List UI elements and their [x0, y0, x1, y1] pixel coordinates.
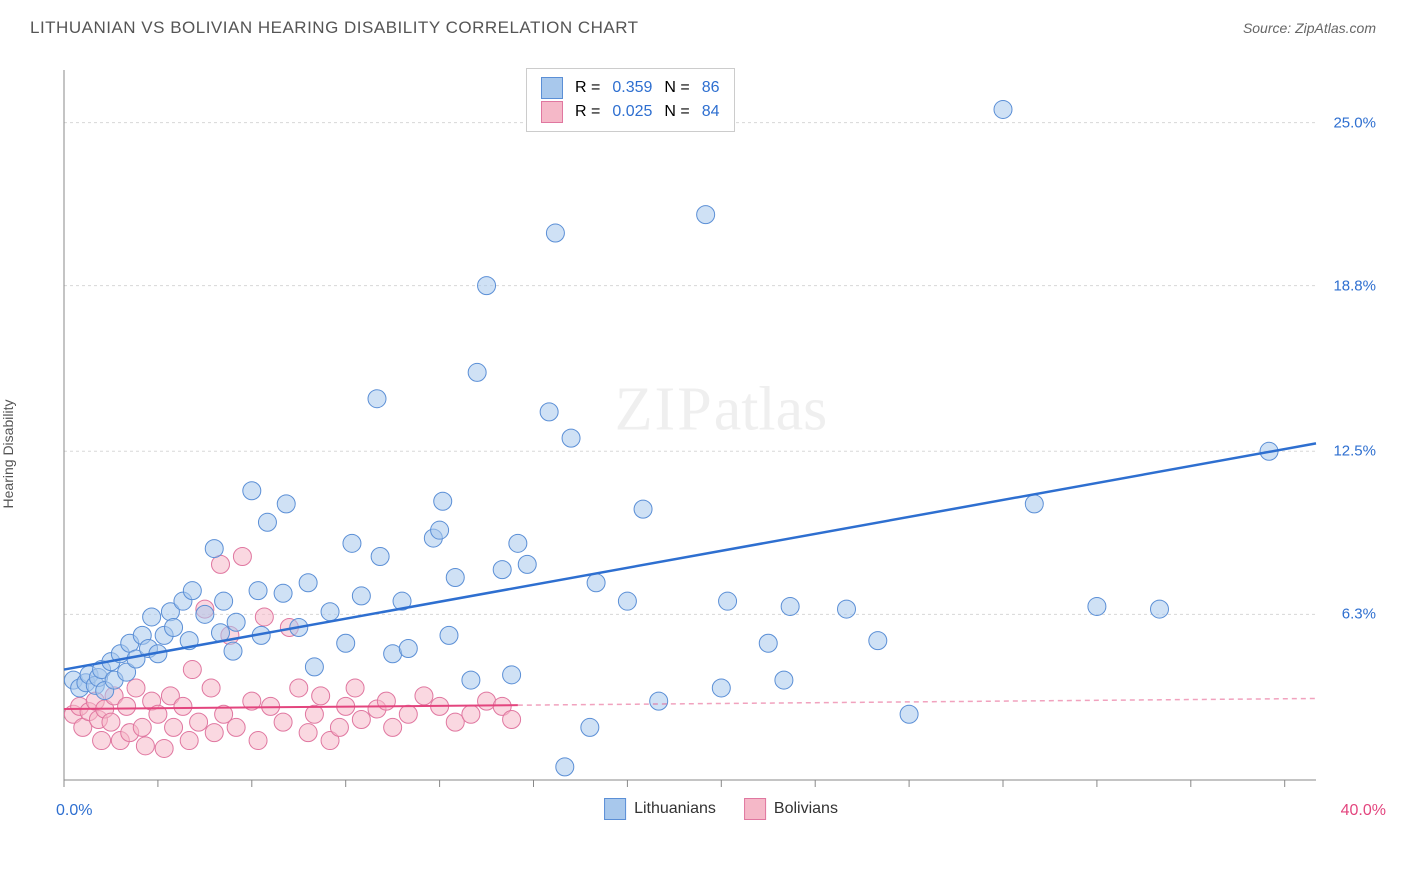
legend-item-2: Bolivians — [744, 798, 838, 820]
r-value-2: 0.025 — [612, 103, 652, 121]
legend-swatch-1 — [541, 77, 563, 99]
x-axis-low-label: 0.0% — [56, 802, 92, 820]
stats-row-2: R = 0.025 N = 84 — [541, 101, 720, 123]
y-axis-label: Hearing Disability — [0, 400, 16, 509]
n-label-1: N = — [664, 79, 689, 97]
y-tick-label: 6.3% — [1342, 606, 1376, 623]
n-label-2: N = — [664, 103, 689, 121]
r-value-1: 0.359 — [612, 79, 652, 97]
x-axis-high-label: 40.0% — [1341, 802, 1386, 820]
chart-title: LITHUANIAN VS BOLIVIAN HEARING DISABILIT… — [30, 18, 639, 38]
r-label-2: R = — [575, 103, 600, 121]
y-tick-label: 12.5% — [1333, 443, 1376, 460]
stats-row-1: R = 0.359 N = 86 — [541, 77, 720, 99]
series-legend: Lithuanians Bolivians — [604, 798, 838, 820]
n-value-2: 84 — [702, 103, 720, 121]
legend-label-2: Bolivians — [774, 800, 838, 818]
n-value-1: 86 — [702, 79, 720, 97]
y-tick-label: 18.8% — [1333, 277, 1376, 294]
scatter-chart — [56, 60, 1386, 820]
legend-swatch-series1 — [604, 798, 626, 820]
y-tick-label: 25.0% — [1333, 114, 1376, 131]
legend-swatch-2 — [541, 101, 563, 123]
legend-item-1: Lithuanians — [604, 798, 716, 820]
legend-label-1: Lithuanians — [634, 800, 716, 818]
r-label-1: R = — [575, 79, 600, 97]
stats-legend: R = 0.359 N = 86 R = 0.025 N = 84 — [526, 68, 735, 132]
legend-swatch-series2 — [744, 798, 766, 820]
source-label: Source: ZipAtlas.com — [1243, 20, 1376, 36]
chart-area: ZIPatlas R = 0.359 N = 86 R = 0.025 N = … — [56, 60, 1386, 820]
